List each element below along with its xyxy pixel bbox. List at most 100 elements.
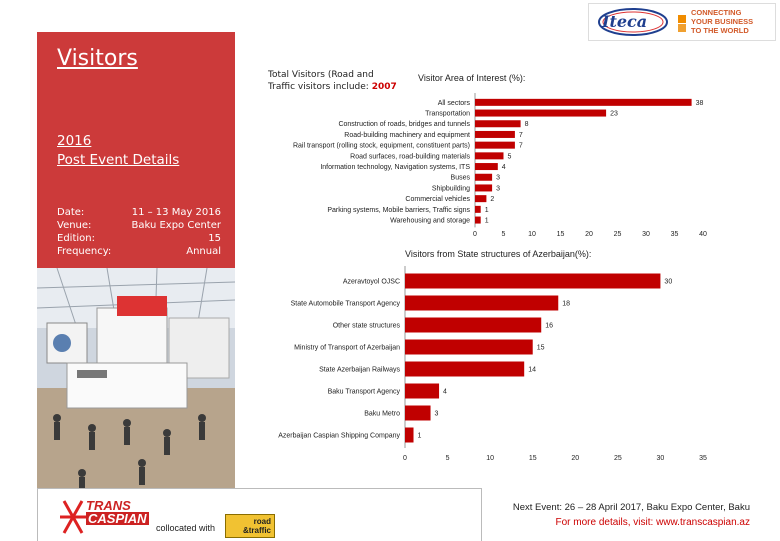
chart1-value-label: 7 xyxy=(519,132,523,139)
chart2-tick-label: 5 xyxy=(446,455,450,462)
chart1-tick-label: 30 xyxy=(642,231,650,238)
chart1-tick-label: 15 xyxy=(557,231,565,238)
chart1-tick-label: 10 xyxy=(528,231,536,238)
chart1-category-label: Shipbuilding xyxy=(432,185,470,192)
chart1-bar xyxy=(475,152,504,160)
chart2-bar xyxy=(405,427,414,443)
chart1-bar xyxy=(475,120,521,128)
exhibition-photo xyxy=(37,268,235,504)
chart1-tick-label: 0 xyxy=(473,231,477,238)
tagline-line3: TO THE WORLD xyxy=(691,26,749,35)
chart1-value-label: 1 xyxy=(485,207,489,214)
chart1-bar xyxy=(475,163,498,171)
chart1-bar xyxy=(475,98,692,106)
chart1-bar xyxy=(475,130,515,138)
chart1-value-label: 23 xyxy=(610,111,618,118)
chart1-category-label: Transportation xyxy=(425,111,470,118)
next-event-text: Next Event: 26 – 28 April 2017, Baku Exp… xyxy=(512,502,750,513)
chart1-bar xyxy=(475,205,481,213)
chart1-value-label: 8 xyxy=(525,121,529,128)
post-event-year: 2016 xyxy=(57,133,92,149)
chart2-bar xyxy=(405,361,525,377)
chart1-bar xyxy=(475,173,493,181)
chart2-tick-label: 10 xyxy=(486,455,494,462)
chart1-value-label: 3 xyxy=(496,175,500,182)
chart1-value-label: 7 xyxy=(519,143,523,150)
chart2-value-label: 30 xyxy=(664,278,672,285)
chart1-title: Visitor Area of Interest (%): xyxy=(418,73,525,83)
chart2-value-label: 16 xyxy=(545,322,553,329)
chart2-category-label: Other state structures xyxy=(333,322,401,329)
transcaspian-logo-icon xyxy=(60,500,86,534)
chart1-bar xyxy=(475,141,515,149)
chart2-tick-label: 35 xyxy=(699,455,707,462)
road-traffic-logo: road &traffic xyxy=(225,514,275,538)
chart2-value-label: 1 xyxy=(418,432,422,439)
edition-label: Edition: xyxy=(57,233,95,244)
chart1-category-label: Commercial vehicles xyxy=(405,196,470,203)
chart1-category-label: Road-building machinery and equipment xyxy=(344,132,470,139)
chart2-bar xyxy=(405,339,533,355)
exhibition-photo-graphic xyxy=(37,268,235,504)
chart2-category-label: Ministry of Transport of Azerbaijan xyxy=(294,344,400,351)
frequency-value: Annual xyxy=(186,246,221,257)
post-event-label: Post Event Details xyxy=(57,152,180,168)
chart1-value-label: 38 xyxy=(696,100,704,107)
iteca-logo-block: Iteca CONNECTING YOUR BUSINESS TO THE WO… xyxy=(588,3,776,41)
chart1-value-label: 3 xyxy=(496,185,500,192)
more-details-link[interactable]: For more details, visit: www.transcaspia… xyxy=(555,517,750,528)
chart1-category-label: Road surfaces, road-building materials xyxy=(350,153,470,160)
chart1-value-label: 5 xyxy=(508,153,512,160)
chart2-category-label: State Azerbaijan Railways xyxy=(319,366,400,373)
chart1-category-label: Warehousing and storage xyxy=(390,218,470,225)
chart2-bar xyxy=(405,317,542,333)
chart1-tick-label: 5 xyxy=(502,231,506,238)
chart2-title: Visitors from State structures of Azerba… xyxy=(405,249,591,259)
iteca-logo-graphic xyxy=(588,3,776,41)
traffic-text: &traffic xyxy=(242,526,271,535)
chart2-tick-label: 20 xyxy=(571,455,579,462)
venue-value: Baku Expo Center xyxy=(131,220,221,231)
chart1-tick-label: 35 xyxy=(671,231,679,238)
chart2-category-label: State Automobile Transport Agency xyxy=(291,300,401,307)
edition-value: 15 xyxy=(208,233,221,244)
chart1-category-label: All sectors xyxy=(438,100,471,107)
transcaspian-line1: TRANS xyxy=(86,498,131,513)
post-event-title: 2016 Post Event Details xyxy=(57,132,179,170)
chart1-category-label: Parking systems, Mobile barriers, Traffi… xyxy=(327,207,470,214)
road-traffic-text: road &traffic xyxy=(226,515,274,535)
iteca-wordmark: Iteca xyxy=(602,12,648,31)
chart2-category-label: Azeravtoyol OJSC xyxy=(343,278,400,285)
venue-label: Venue: xyxy=(57,220,92,231)
transcaspian-logo-text: TRANS CASPIAN xyxy=(86,499,149,525)
chart2-value-label: 15 xyxy=(537,344,545,351)
chart1-category-label: Information technology, Navigation syste… xyxy=(320,164,470,171)
chart2-value-label: 18 xyxy=(562,300,570,307)
tagline-line1: CONNECTING xyxy=(691,8,742,17)
chart2-category-label: Baku Metro xyxy=(364,410,400,417)
total-visitors-value: 2007 xyxy=(371,82,397,92)
chart2-bar xyxy=(405,295,559,311)
transcaspian-line2: CASPIAN xyxy=(86,511,149,526)
chart1-tick-label: 40 xyxy=(699,231,707,238)
collocated-label: collocated with xyxy=(156,523,216,533)
chart1-tick-label: 25 xyxy=(614,231,622,238)
tagline-line2: YOUR BUSINESS xyxy=(691,17,754,26)
chart2-category-label: Azerbaijan Caspian Shipping Company xyxy=(278,432,400,439)
frequency-label: Frequency: xyxy=(57,246,112,257)
chart2-area: Azeravtoyol OJSC 30 State Automobile Trans… xyxy=(278,266,707,462)
event-info-panel: Visitors 2016 Post Event Details Date: 1… xyxy=(37,32,235,268)
total-visitors-line2: Traffic visitors include: 2007 xyxy=(268,81,397,93)
chart1-tick-label: 20 xyxy=(585,231,593,238)
total-visitors-text: Total Visitors (Road and Traffic visitor… xyxy=(268,69,397,93)
chart2-tick-label: 30 xyxy=(657,455,665,462)
chart1-bar xyxy=(475,109,607,117)
chart1-bar xyxy=(475,184,493,192)
chart2-category-label: Baku Transport Agency xyxy=(328,388,401,395)
chart1-category-label: Construction of roads, bridges and tunne… xyxy=(338,121,470,128)
chart2-value-label: 14 xyxy=(528,366,536,373)
chart2-tick-label: 25 xyxy=(614,455,622,462)
chart1-value-label: 1 xyxy=(485,218,489,225)
